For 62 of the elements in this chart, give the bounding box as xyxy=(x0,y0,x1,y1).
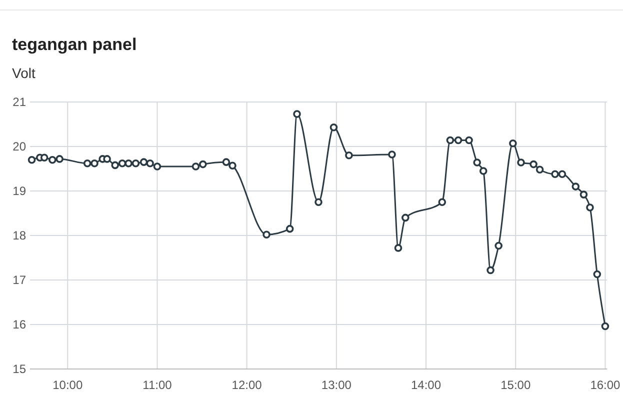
point xyxy=(48,156,56,164)
point xyxy=(479,167,488,175)
point xyxy=(314,198,322,206)
point xyxy=(558,170,566,178)
point xyxy=(402,214,410,222)
point xyxy=(530,160,538,168)
point xyxy=(446,136,454,144)
point xyxy=(103,155,111,163)
point xyxy=(56,155,64,163)
y-tick-label: 16 xyxy=(12,318,26,332)
point xyxy=(486,266,494,274)
x-tick-label: 13:00 xyxy=(321,378,352,392)
point xyxy=(83,160,92,168)
y-tick-label: 19 xyxy=(12,184,26,198)
point xyxy=(146,160,154,168)
point xyxy=(586,204,594,212)
x-tick-label: 16:00 xyxy=(590,378,621,392)
y-tick-label: 18 xyxy=(12,228,26,243)
point xyxy=(494,242,502,250)
point xyxy=(536,166,544,174)
point xyxy=(330,123,338,132)
y-tick-label: 21 xyxy=(12,95,26,110)
x-tick-label: 15:00 xyxy=(500,378,531,392)
point xyxy=(593,270,602,278)
point xyxy=(192,162,200,170)
point xyxy=(517,158,525,166)
point xyxy=(465,136,473,144)
chart-title: tegangan panel xyxy=(12,35,137,54)
point xyxy=(580,190,588,198)
point xyxy=(40,154,48,162)
y-tick-label: 20 xyxy=(12,140,26,154)
point xyxy=(199,160,207,168)
point xyxy=(90,160,98,168)
point xyxy=(124,160,132,168)
point xyxy=(222,158,230,166)
point xyxy=(551,170,559,178)
x-tick-label: 14:00 xyxy=(411,378,442,392)
point xyxy=(388,150,396,158)
point xyxy=(118,160,126,168)
point xyxy=(509,139,517,148)
point xyxy=(345,152,353,160)
x-tick-label: 10:00 xyxy=(52,378,83,392)
x-tick-label: 11:00 xyxy=(142,378,172,392)
point xyxy=(228,162,236,170)
point xyxy=(153,162,162,170)
point xyxy=(394,244,402,252)
point xyxy=(132,160,140,168)
point xyxy=(111,161,120,170)
point xyxy=(286,224,294,233)
x-tick-label: 12:00 xyxy=(232,378,262,392)
point xyxy=(438,198,446,206)
point xyxy=(572,182,580,190)
point xyxy=(262,230,270,239)
y-tick-label: 15 xyxy=(12,362,26,376)
point xyxy=(473,158,481,166)
point xyxy=(28,156,36,164)
point xyxy=(140,158,148,166)
y-tick-label: 17 xyxy=(12,273,26,288)
chart-subtitle: Volt xyxy=(12,65,36,81)
point xyxy=(454,136,462,144)
point xyxy=(293,110,301,118)
point xyxy=(601,322,610,330)
